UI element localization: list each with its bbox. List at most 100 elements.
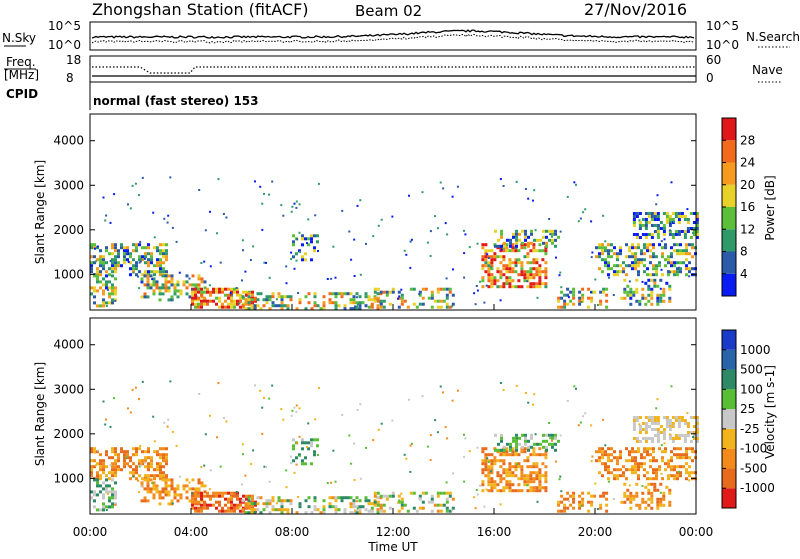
velocity-cell [200, 509, 203, 513]
velocity-cell [212, 491, 215, 495]
power-cell [291, 205, 294, 208]
power-cell [230, 287, 233, 291]
power-cell [508, 285, 512, 289]
velocity-cell [644, 425, 648, 428]
power-cell [221, 290, 224, 294]
velocity-cell [660, 472, 663, 475]
nave-tick-top-right: 60 [706, 53, 721, 67]
power-cell [511, 279, 515, 283]
power-cell [135, 273, 138, 277]
power-cell [686, 221, 690, 224]
velocity-cell [653, 428, 657, 431]
power-cell [149, 286, 153, 290]
power-cell [167, 289, 171, 293]
velocity-cell [295, 404, 298, 407]
power-cell [514, 285, 518, 289]
velocity-cell [541, 486, 545, 490]
power-cell [167, 280, 171, 284]
velocity-cell [644, 422, 648, 425]
power-cell [655, 255, 658, 259]
velocity-cell [622, 471, 625, 475]
velocity-cell [566, 491, 570, 495]
velocity-cell [517, 462, 521, 466]
velocity-cell [689, 440, 693, 443]
velocity-cell [607, 471, 610, 475]
velocity-cell [509, 442, 512, 446]
power-cell [671, 212, 675, 215]
velocity-cell [102, 465, 105, 469]
power-cell [227, 287, 230, 291]
velocity-cell [448, 494, 452, 498]
power-cell [629, 287, 633, 291]
power-cell [569, 290, 573, 294]
velocity-cell [676, 447, 679, 451]
velocity-cell [598, 471, 601, 475]
power-cell [664, 243, 667, 247]
velocity-cell [587, 500, 591, 504]
velocity-cell [544, 465, 548, 469]
velocity-cell [427, 500, 431, 504]
velocity-cell [129, 465, 132, 469]
power-cell [159, 249, 162, 253]
velocity-cell [524, 439, 527, 443]
power-cell [274, 304, 278, 308]
power-cell [664, 246, 667, 250]
power-cell [111, 258, 114, 262]
power-cell [93, 301, 96, 305]
power-cell [165, 270, 168, 274]
velocity-cell [343, 496, 347, 500]
velocity-cell [149, 487, 153, 491]
power-cell [233, 305, 236, 309]
velocity-cell [535, 489, 539, 493]
velocity-cell [665, 425, 669, 428]
velocity-cell [137, 479, 140, 482]
power-cell [132, 264, 135, 268]
velocity-cell [529, 474, 533, 478]
power-cell [307, 237, 310, 241]
velocity-cell [247, 505, 251, 509]
velocity-cell [637, 477, 640, 481]
power-cell [490, 282, 494, 286]
power-cell [406, 305, 410, 309]
velocity-cell [520, 471, 524, 475]
velocity-cell [286, 499, 290, 503]
velocity-cell [239, 497, 242, 501]
power-cell [421, 302, 425, 306]
velocity-cell [233, 503, 236, 507]
velocity-cell [317, 386, 320, 389]
power-cell [670, 255, 673, 259]
power-cell [661, 246, 664, 250]
velocity-cell [545, 445, 548, 449]
velocity-cell [194, 491, 197, 495]
power-cell [674, 233, 678, 236]
power-cell [191, 274, 195, 278]
power-cell [173, 286, 177, 290]
velocity-cell [114, 447, 117, 451]
power-cell [304, 307, 308, 311]
velocity-cell [135, 447, 138, 451]
velocity-cell [331, 496, 335, 500]
power-cell [400, 293, 404, 297]
velocity-cell [526, 489, 530, 493]
power-cell [535, 261, 539, 265]
velocity-cell [111, 474, 114, 478]
power-cell [490, 285, 494, 289]
power-cell [542, 229, 545, 233]
power-cell [652, 273, 655, 277]
power-cell [165, 243, 168, 247]
power-cell [159, 261, 162, 265]
velocity-cell [328, 502, 332, 506]
velocity-cell [655, 471, 658, 475]
power-cell [105, 301, 108, 305]
velocity-cell [364, 496, 368, 500]
velocity-cell [301, 438, 304, 442]
velocity-cell [159, 477, 162, 481]
velocity-cell [233, 509, 236, 513]
velocity-cell [610, 447, 613, 451]
power-cell [224, 293, 227, 297]
power-cell [644, 218, 648, 221]
velocity-cell [578, 494, 582, 498]
power-cell [616, 264, 619, 268]
velocity-cell [628, 453, 631, 457]
velocity-cell [598, 450, 601, 454]
